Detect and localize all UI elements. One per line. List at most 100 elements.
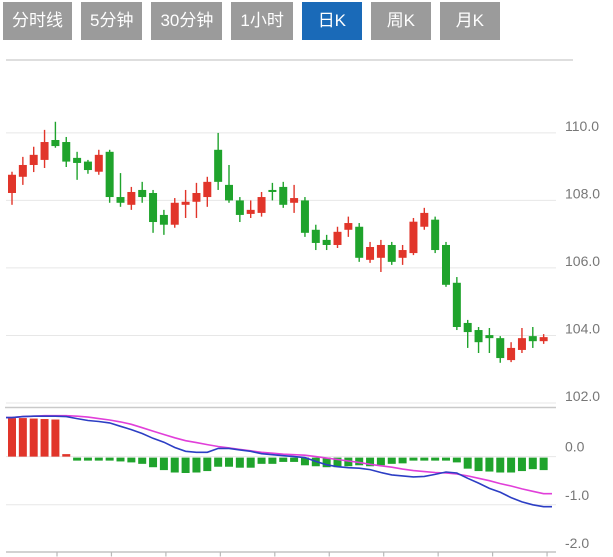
macd-histogram-bar xyxy=(442,457,450,461)
main-y-axis-label: 104.0 xyxy=(565,320,600,336)
candle-body xyxy=(181,201,190,205)
main-y-axis-label: 106.0 xyxy=(565,253,600,269)
main-y-axis-label: 110.0 xyxy=(565,118,599,134)
macd-histogram-bar xyxy=(138,457,147,464)
macd-histogram-bar xyxy=(225,457,233,467)
candle-body xyxy=(431,219,440,251)
macd-histogram-bar xyxy=(235,457,244,468)
macd-histogram-bar xyxy=(290,457,299,462)
macd-histogram-bar xyxy=(431,457,440,461)
macd-histogram-bar xyxy=(116,457,125,462)
candle-body xyxy=(225,184,233,201)
candle-body xyxy=(235,200,244,215)
tab-5min[interactable]: 5分钟 xyxy=(81,2,143,40)
candle-body xyxy=(170,202,179,225)
macd-histogram-bar xyxy=(51,419,60,457)
macd-histogram-bar xyxy=(322,457,331,468)
macd-histogram-bar xyxy=(127,457,136,463)
macd-histogram-bar xyxy=(300,457,309,466)
macd-histogram-bar xyxy=(355,457,364,466)
candle-body xyxy=(51,139,60,147)
macd-histogram-bar xyxy=(333,457,342,468)
candle-body xyxy=(127,191,136,205)
macd-histogram-bar xyxy=(485,457,494,472)
candle-body xyxy=(409,221,418,254)
macd-histogram-bar xyxy=(246,457,255,468)
candle-body xyxy=(149,192,158,223)
candle-body xyxy=(344,223,353,230)
candle-body xyxy=(18,164,27,177)
candle-body xyxy=(257,197,266,213)
macd-histogram-bar xyxy=(203,457,212,472)
tab-timeline[interactable]: 分时线 xyxy=(3,2,72,40)
candle-body xyxy=(398,250,407,258)
macd-histogram-bar xyxy=(257,457,266,464)
tab-weekly-k[interactable]: 周K xyxy=(370,2,431,40)
candle-body xyxy=(376,244,385,258)
macd-histogram-bar xyxy=(62,454,71,457)
tab-1hour[interactable]: 1小时 xyxy=(231,2,293,40)
macd-histogram-bar xyxy=(268,457,277,464)
macd-histogram-bar xyxy=(376,457,385,466)
tab-30min[interactable]: 30分钟 xyxy=(151,2,223,40)
candle-body xyxy=(507,347,516,361)
macd-histogram-bar xyxy=(105,457,114,461)
main-y-axis-label: 102.0 xyxy=(565,388,600,404)
macd-histogram-bar xyxy=(170,457,179,473)
macd-histogram-bar xyxy=(192,457,201,473)
candle-body xyxy=(290,198,299,203)
candle-body xyxy=(474,330,483,343)
macd-histogram-bar xyxy=(149,457,158,468)
macd-histogram-bar xyxy=(159,457,168,471)
candle-body xyxy=(105,151,114,198)
candle-body xyxy=(246,209,255,214)
candle-body xyxy=(94,154,103,172)
candle-body xyxy=(192,192,201,202)
candle-body xyxy=(8,174,16,193)
diff-line xyxy=(6,415,552,508)
macd-histogram-bar xyxy=(40,419,49,457)
macd-histogram-bar xyxy=(539,457,548,471)
macd-histogram-bar xyxy=(517,457,526,472)
macd-histogram-bar xyxy=(279,457,288,462)
macd-histogram-bar xyxy=(398,457,407,464)
macd-histogram-bar xyxy=(366,457,375,467)
macd-histogram-bar xyxy=(214,457,223,467)
candle-body xyxy=(159,214,168,225)
macd-histogram-bar xyxy=(463,457,472,469)
candle-body xyxy=(300,200,309,233)
candle-body xyxy=(62,142,71,162)
macd-y-axis-label: 0.0 xyxy=(565,439,585,455)
candle-body xyxy=(116,197,125,203)
candle-body xyxy=(496,338,505,359)
candle-body xyxy=(83,161,92,171)
macd-histogram-bar xyxy=(409,457,418,461)
candle-body xyxy=(387,244,396,262)
macd-histogram-bar xyxy=(8,418,16,457)
macd-histogram-bar xyxy=(73,457,82,461)
macd-histogram-bar xyxy=(496,457,505,473)
macd-histogram-bar xyxy=(452,457,461,463)
candle-body xyxy=(268,189,277,192)
candle-body xyxy=(138,189,147,198)
tab-daily-k[interactable]: 日K xyxy=(301,2,362,40)
macd-histogram-bar xyxy=(29,418,38,457)
macd-histogram-bar xyxy=(420,457,429,461)
candle-body xyxy=(366,247,375,260)
candle-body xyxy=(528,336,537,342)
candle-body xyxy=(333,231,342,245)
candle-body xyxy=(452,282,461,328)
candle-body xyxy=(40,142,49,160)
tab-monthly-k[interactable]: 月K xyxy=(439,2,500,40)
candle-body xyxy=(517,338,526,350)
candle-body xyxy=(463,322,472,333)
macd-histogram-bar xyxy=(474,457,483,472)
macd-histogram-bar xyxy=(18,418,27,457)
macd-histogram-bar xyxy=(181,457,190,473)
macd-histogram-bar xyxy=(387,457,396,464)
candle-body xyxy=(203,181,212,198)
candle-body xyxy=(420,212,429,227)
candle-body xyxy=(485,335,494,339)
macd-histogram-bar xyxy=(528,457,537,470)
